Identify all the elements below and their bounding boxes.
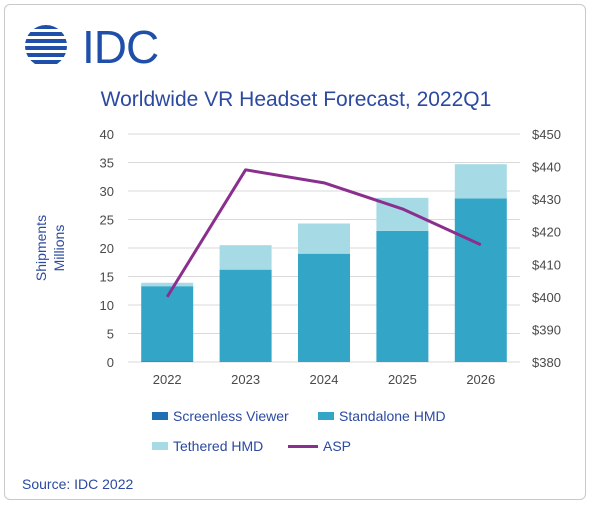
y-tick-label: 15 — [100, 270, 114, 285]
chart-title: Worldwide VR Headset Forecast, 2022Q1 — [100, 88, 492, 111]
logo-text: IDC — [82, 21, 159, 73]
y-tick-label: 20 — [100, 241, 114, 256]
y-tick-label: 5 — [107, 327, 114, 342]
y2-tick-label: $440 — [532, 160, 561, 175]
y-tick-label: 10 — [100, 298, 114, 313]
globe-icon — [25, 25, 67, 64]
bar-segment — [141, 286, 194, 362]
y2-tick-label: $380 — [532, 355, 561, 370]
source-note: Source: IDC 2022 — [22, 476, 134, 492]
bar-segment — [219, 245, 272, 270]
y2-tick-label: $420 — [532, 225, 561, 240]
x-tick-label: 2026 — [466, 372, 495, 387]
y2-tick-label: $390 — [532, 322, 561, 337]
legend-label: Tethered HMD — [173, 438, 264, 454]
legend-item-asp: ASP — [288, 438, 351, 454]
y2-tick-label: $400 — [532, 290, 561, 305]
legend-item-tethered-hmd: Tethered HMD — [152, 438, 263, 454]
legend-label: Standalone HMD — [339, 408, 446, 424]
x-tick-label: 2022 — [153, 372, 182, 387]
y-tick-label: 40 — [100, 127, 114, 142]
y-tick-label: 0 — [107, 355, 114, 370]
legend-swatch — [152, 412, 168, 420]
y-axis-label: Shipments — [33, 215, 49, 281]
bar-segment — [141, 282, 194, 287]
y-tick-label: 30 — [100, 184, 114, 199]
x-tick-label: 2025 — [388, 372, 417, 387]
bar-segment — [454, 198, 507, 362]
y-tick-label: 25 — [100, 213, 114, 228]
legend-item-screenless-viewer: Screenless Viewer — [152, 408, 289, 424]
y-axis-label: Millions — [51, 225, 67, 272]
y2-tick-label: $410 — [532, 257, 561, 272]
x-tick-label: 2023 — [231, 372, 260, 387]
legend-label: ASP — [323, 438, 352, 454]
idc-logo: IDC — [20, 22, 159, 70]
bar-segment — [454, 164, 507, 199]
legend-swatch — [152, 442, 168, 450]
y2-tick-label: $430 — [532, 192, 561, 207]
y-tick-label: 35 — [100, 156, 114, 171]
bar-segment — [141, 361, 194, 362]
legend-swatch — [288, 444, 318, 448]
legend-label: Screenless Viewer — [173, 408, 289, 424]
bar-segment — [376, 230, 429, 362]
asp-line — [165, 168, 482, 298]
legend-swatch — [318, 412, 334, 420]
y2-tick-label: $450 — [532, 127, 561, 142]
bar-segment — [298, 253, 350, 362]
bar-segment — [298, 223, 350, 254]
bar-segment — [219, 269, 272, 362]
legend-item-standalone-hmd: Standalone HMD — [318, 408, 446, 424]
x-tick-label: 2024 — [310, 372, 339, 387]
